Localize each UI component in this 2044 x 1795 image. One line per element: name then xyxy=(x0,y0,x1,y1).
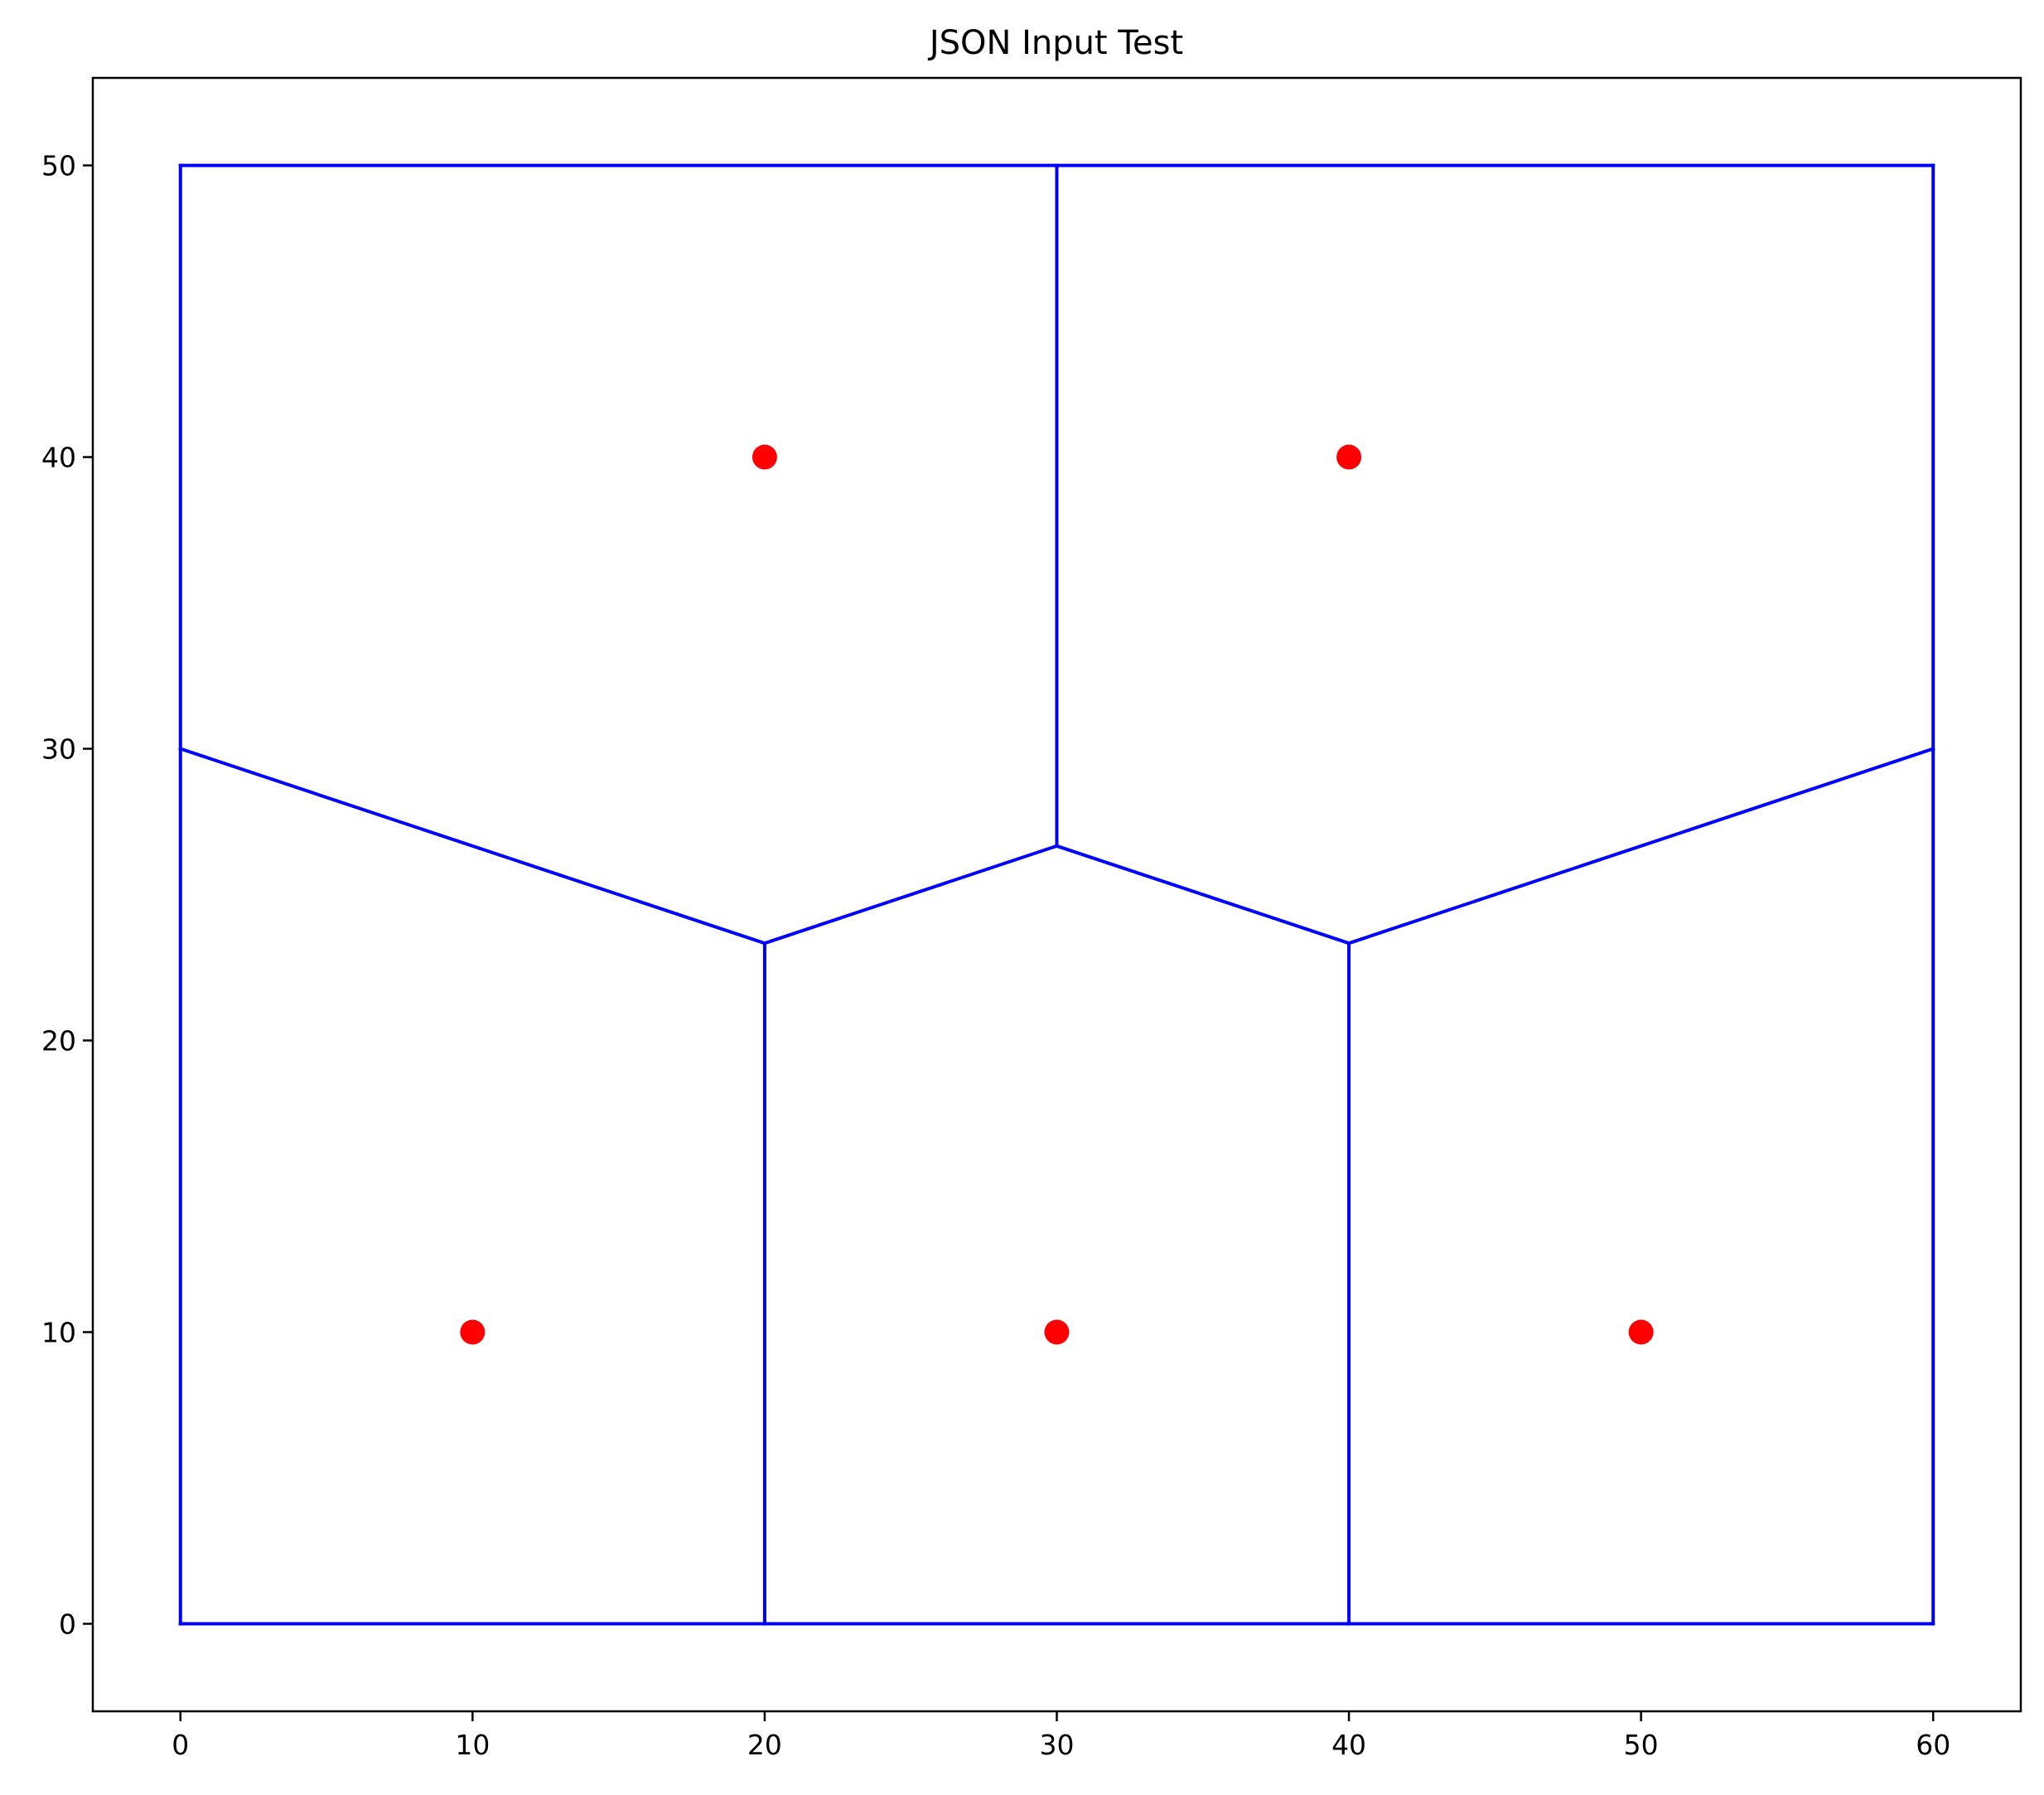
voronoi-edge-7 xyxy=(762,844,1060,946)
seed-point-3 xyxy=(751,444,777,470)
x-tick-label-2: 20 xyxy=(747,1729,782,1761)
voronoi-edge-8 xyxy=(1054,844,1351,946)
y-tick-label-1: 10 xyxy=(41,1316,76,1348)
y-tick-label-0: 0 xyxy=(59,1608,76,1640)
y-tick-label-4: 40 xyxy=(41,442,76,474)
y-axis: 0 10 20 30 40 50 xyxy=(41,150,93,1640)
seed-point-1 xyxy=(1044,1319,1070,1345)
y-tick-label-3: 30 xyxy=(41,733,76,766)
y-tick-label-5: 50 xyxy=(41,150,76,182)
x-tick-label-6: 60 xyxy=(1916,1729,1950,1761)
voronoi-edge-6 xyxy=(178,746,767,946)
x-tick-label-0: 0 xyxy=(172,1729,189,1761)
seed-points xyxy=(460,444,1654,1345)
voronoi-edge-9 xyxy=(1346,746,1935,946)
x-tick-label-4: 40 xyxy=(1331,1729,1366,1761)
y-tick-label-2: 20 xyxy=(41,1024,76,1057)
seed-point-0 xyxy=(460,1319,486,1345)
x-tick-label-1: 10 xyxy=(455,1729,490,1761)
seed-point-2 xyxy=(1628,1319,1654,1345)
x-axis: 0 10 20 30 40 50 60 xyxy=(172,1711,1950,1761)
x-tick-label-5: 50 xyxy=(1624,1729,1659,1761)
x-tick-label-3: 30 xyxy=(1040,1729,1075,1761)
voronoi-edges xyxy=(178,163,1935,1626)
chart-title: JSON Input Test xyxy=(927,24,1183,62)
seed-point-4 xyxy=(1336,444,1362,470)
